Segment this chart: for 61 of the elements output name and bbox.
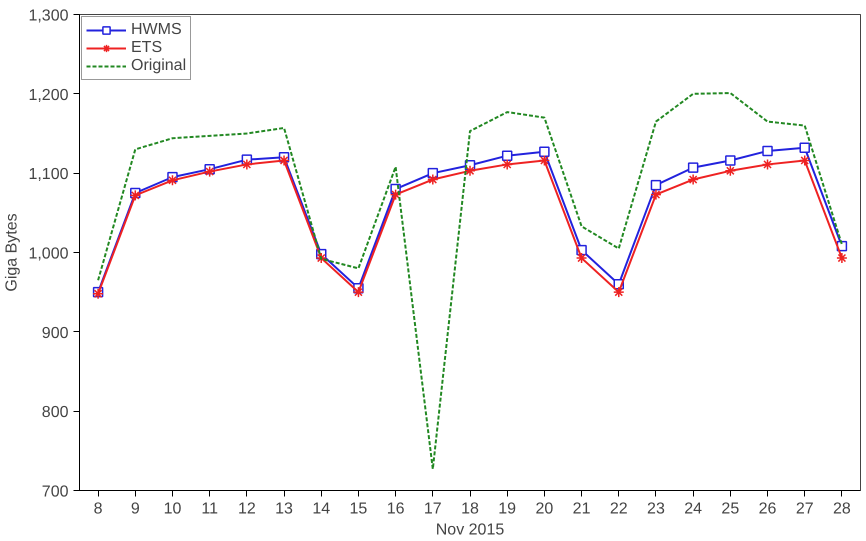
point (836, 252, 848, 264)
y-axis-title: Giga Bytes (3, 213, 20, 292)
x-tick-label: 22 (610, 500, 628, 518)
point (762, 158, 774, 170)
point (501, 158, 513, 170)
point (650, 180, 662, 190)
point (799, 142, 810, 154)
x-axis-title: Nov 2015 (436, 522, 504, 538)
point (725, 155, 736, 166)
x-tick-label: 25 (721, 500, 740, 518)
point (166, 174, 178, 186)
x-tick-label: 20 (535, 500, 554, 518)
x-tick-label: 26 (758, 500, 777, 518)
point (502, 150, 512, 161)
x-tick-label: 24 (684, 500, 702, 518)
x-tick-label: 28 (833, 500, 851, 518)
point (92, 288, 104, 300)
x-tick-label: 16 (386, 500, 405, 518)
point (390, 188, 402, 200)
point (687, 174, 699, 186)
point (613, 286, 625, 298)
y-tick-label: 1,000 (28, 246, 69, 262)
x-tick-label: 14 (312, 500, 330, 518)
y-tick-label: 900 (42, 324, 69, 342)
point (130, 190, 142, 202)
point (427, 174, 439, 186)
x-tick-label: 13 (275, 500, 294, 518)
legend-label: Original (131, 57, 186, 75)
point (762, 146, 773, 156)
point (688, 162, 698, 173)
point (650, 188, 662, 200)
x-tick-label: 27 (796, 500, 814, 518)
point (538, 154, 550, 166)
point (315, 252, 327, 264)
point (241, 158, 253, 170)
x-tick-label: 9 (130, 500, 140, 518)
y-tick-label: 1,200 (28, 86, 69, 104)
point (204, 166, 216, 178)
x-tick-label: 18 (461, 500, 479, 518)
x-tick-label: 12 (238, 500, 256, 518)
x-tick-label: 11 (201, 500, 218, 518)
point (576, 252, 588, 264)
point (352, 286, 364, 298)
x-tick-label: 8 (94, 500, 103, 518)
y-tick-label: 700 (42, 484, 69, 500)
x-tick-label: 19 (498, 500, 516, 518)
point (724, 165, 736, 177)
point (278, 154, 290, 166)
y-tick-label: 1,300 (28, 8, 69, 24)
point (539, 146, 550, 157)
point (798, 154, 810, 166)
y-tick-label: 1,100 (28, 166, 69, 184)
x-tick-label: 10 (164, 500, 182, 518)
x-tick-label: 23 (647, 500, 665, 518)
legend-label: HWMS (131, 21, 182, 39)
point (464, 165, 476, 177)
x-tick-label: 17 (424, 500, 442, 518)
legend-label: ETS (131, 39, 162, 57)
x-tick-label: 21 (572, 500, 591, 518)
x-tick-label: 15 (350, 500, 368, 518)
y-tick-label: 800 (42, 404, 69, 422)
